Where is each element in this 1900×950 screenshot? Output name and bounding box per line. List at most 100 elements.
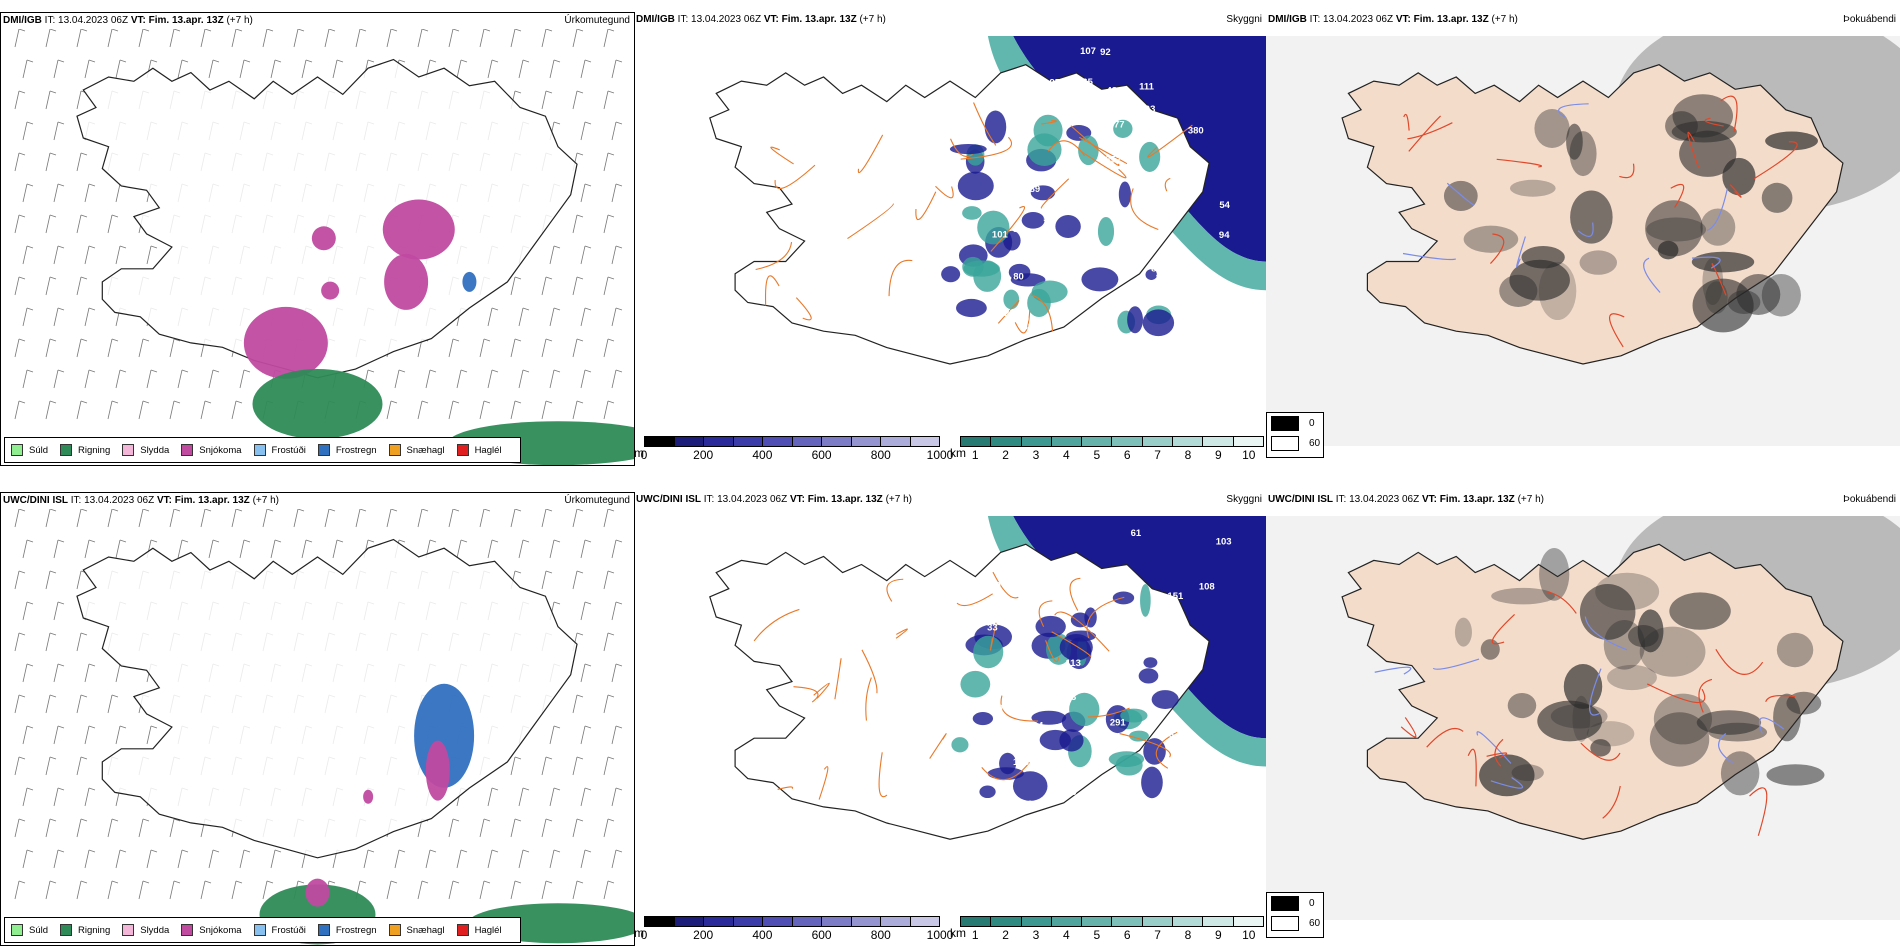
wind-barb: [76, 29, 82, 48]
wind-barb: [22, 121, 28, 141]
wind-barb-flag: [545, 509, 553, 512]
legend-swatch: [253, 444, 266, 456]
wind-barb-flag: [119, 245, 127, 249]
wind-barb-flag: [26, 601, 34, 605]
legend-item-frostúði: Frostúði: [253, 924, 306, 936]
river-line: [1432, 658, 1480, 670]
colorbar-tick: 9: [1215, 928, 1222, 942]
wind-barb: [487, 849, 493, 869]
wind-barb: [84, 663, 90, 683]
legend-item-frostregn: Frostregn: [317, 924, 377, 936]
wind-barb-flag: [429, 539, 437, 543]
wind-barb-flag: [460, 369, 468, 373]
wind-barb-flag: [173, 880, 181, 884]
visibility-value: 66: [1129, 115, 1140, 126]
wind-barb: [541, 509, 547, 528]
wind-barb: [169, 509, 175, 528]
colorbar-tick: 800: [870, 928, 891, 942]
wind-barb: [611, 787, 617, 807]
wind-barb-flag: [328, 880, 336, 884]
visibility-value: 103: [1140, 104, 1156, 115]
wind-barb-flag: [615, 307, 623, 311]
wind-barb: [611, 369, 617, 389]
visibility-value: 93: [1177, 273, 1188, 284]
river-line: [1558, 103, 1589, 118]
wind-barb-flag: [88, 663, 96, 667]
wind-barb: [580, 59, 586, 79]
road-line: [981, 762, 1030, 781]
wind-barb-flag: [607, 632, 615, 636]
legend-swatch: [456, 444, 469, 456]
road-line: [1403, 113, 1410, 131]
wind-barb-flag: [576, 570, 584, 574]
wind-barb: [448, 509, 454, 528]
wind-barb-flag: [607, 880, 615, 884]
wind-barb-flag: [18, 509, 26, 512]
colorbar-tick: 0: [640, 448, 648, 462]
wind-barb-flag: [57, 601, 65, 605]
wind-barb: [84, 183, 90, 203]
fog-cell: [1538, 261, 1577, 321]
visibility-value: 93: [1128, 691, 1139, 702]
wind-barb-flag: [111, 29, 119, 32]
wind-barb: [386, 400, 392, 420]
legend-label: Frostúði: [271, 444, 306, 456]
wind-barb-flag: [26, 849, 34, 853]
visibility-value: 393: [1023, 321, 1039, 332]
colorbar-tick: 10: [1242, 928, 1256, 942]
visibility-value: 54: [1043, 214, 1054, 225]
wind-barb-flag: [421, 400, 429, 404]
wind-barb: [417, 29, 423, 48]
wind-barb: [270, 849, 276, 869]
wind-barb-flag: [421, 29, 429, 32]
wind-barb-flag: [553, 121, 561, 125]
wind-barb: [603, 818, 609, 838]
fog-legend: 0 60: [1266, 412, 1324, 458]
visibility-cell: [1097, 216, 1115, 246]
wind-barb-flag: [88, 369, 96, 373]
visibility-map: 111 95 91 93 92 93 54 108 66 70 65 54 48 77 87 94 122 145…: [634, 36, 1266, 446]
wind-barb: [572, 570, 578, 590]
wind-barb: [572, 90, 578, 110]
colorbar-tick: 1000: [926, 448, 954, 462]
visibility-cell: [1035, 615, 1066, 638]
legend-label: Snæhagl: [406, 444, 445, 456]
visibility-value: 151: [1167, 591, 1184, 602]
wind-barb-flag: [390, 509, 398, 512]
wind-barb-flag: [18, 29, 26, 32]
road-line: [793, 686, 819, 703]
wind-barb: [22, 183, 28, 203]
wind-barb-flag: [57, 59, 65, 63]
wind-barb-flag: [212, 849, 220, 853]
legend-swatch: [388, 924, 401, 936]
wind-barb: [541, 880, 547, 900]
wind-barb-flag: [576, 90, 584, 94]
wind-barb-flag: [483, 818, 491, 822]
wind-barb: [301, 59, 307, 79]
wind-barb-flag: [398, 59, 406, 63]
wind-barb-flag: [142, 29, 150, 32]
wind-barb: [115, 849, 121, 869]
wind-barb-flag: [26, 663, 34, 667]
fog-cell: [1607, 664, 1657, 691]
river-line: [1691, 256, 1721, 269]
wind-barb: [177, 539, 183, 559]
visibility-value: 108: [1078, 330, 1094, 341]
wind-barb: [84, 539, 90, 559]
wind-barb: [14, 818, 20, 838]
road-line: [1496, 158, 1542, 168]
wind-barb-flag: [212, 539, 220, 543]
wind-barb: [76, 509, 82, 528]
road-line: [1030, 294, 1054, 332]
wind-barb-flag: [367, 59, 375, 63]
wind-barb-flag: [266, 29, 274, 32]
fog-map: [1266, 36, 1900, 446]
road-line: [774, 164, 816, 189]
visibility-cell: [1033, 114, 1063, 147]
road-line: [1014, 310, 1031, 334]
wind-barb: [417, 880, 423, 900]
wind-barb-flag: [57, 725, 65, 729]
wind-barb-flag: [88, 245, 96, 249]
wind-barb-flag: [460, 539, 468, 543]
visibility-value: 76: [1015, 191, 1026, 202]
